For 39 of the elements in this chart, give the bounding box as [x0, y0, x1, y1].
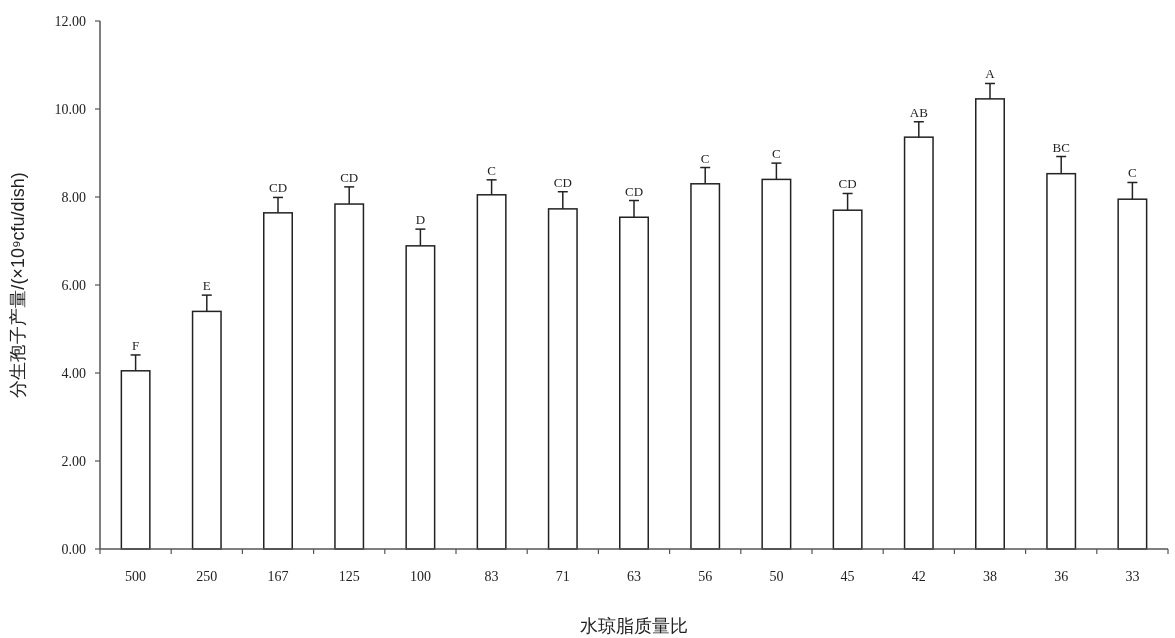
x-tick-label: 36 [1054, 569, 1069, 584]
annotation: C [700, 150, 710, 166]
y-tick-label: 4.00 [61, 366, 86, 381]
annotation: CD [340, 169, 359, 185]
x-tick-label: 56 [698, 569, 713, 584]
x-tick-label: 42 [911, 569, 926, 584]
annotation: E [202, 278, 211, 294]
annotation: C [772, 146, 781, 162]
x-tick-label: 250 [196, 569, 218, 584]
annotation: C [487, 162, 496, 178]
x-tick-label: 71 [555, 569, 570, 584]
y-tick-label: 6.00 [61, 278, 86, 293]
y-tick-label: 0.00 [61, 542, 86, 557]
x-tick-label: 83 [484, 569, 499, 584]
x-tick-label: 100 [409, 569, 431, 584]
y-tick-label: 10.00 [54, 102, 86, 117]
x-tick-label: 125 [338, 569, 360, 584]
y-tick-label: 8.00 [61, 190, 86, 205]
annotation: A [985, 66, 996, 82]
x-tick-label: 500 [125, 569, 147, 584]
annotation: D [415, 212, 426, 228]
y-tick-label: 2.00 [61, 454, 86, 469]
annotation: CD [838, 176, 857, 192]
annotation: AB [909, 104, 929, 120]
y-axis-title: 分生孢子产量/(×10⁹cfu/dish) [8, 172, 28, 398]
x-tick-label: 63 [627, 569, 641, 584]
x-tick-label: 38 [983, 569, 997, 584]
annotation: BC [1052, 139, 1070, 155]
x-axis-title: 水琼脂质量比 [580, 616, 688, 636]
x-tick-label: 45 [840, 569, 855, 584]
y-tick-label: 12.00 [54, 14, 86, 29]
annotation: F [131, 337, 140, 353]
x-tick-label: 33 [1125, 569, 1140, 584]
annotation: CD [268, 180, 288, 196]
annotation: C [1128, 165, 1137, 181]
x-tick-label: 167 [267, 569, 289, 584]
x-tick-label: 50 [769, 569, 784, 584]
annotation: CD [624, 183, 644, 199]
annotation: CD [553, 174, 572, 190]
